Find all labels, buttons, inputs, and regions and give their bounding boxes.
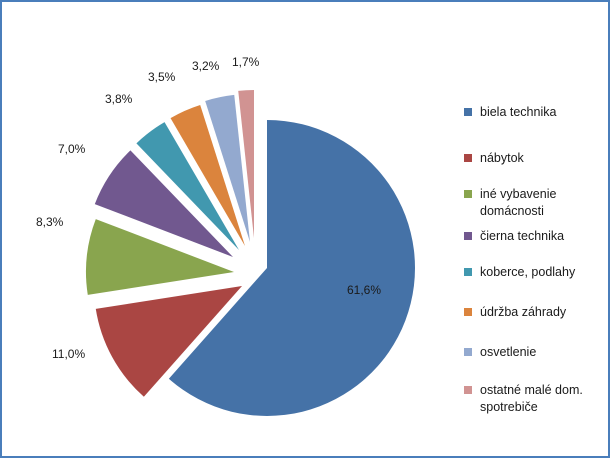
pie-slice xyxy=(136,122,239,250)
pie-slice xyxy=(205,94,250,242)
pie-slice xyxy=(85,219,234,295)
legend-swatch xyxy=(464,348,472,356)
legend-label: osvetlenie xyxy=(480,345,537,359)
legend-swatch xyxy=(464,108,472,116)
legend-label: koberce, podlahy xyxy=(480,265,576,279)
pie-slice xyxy=(238,90,254,238)
data-label: 3,8% xyxy=(105,92,133,106)
legend-swatch xyxy=(464,308,472,316)
legend-swatch xyxy=(464,232,472,240)
legend-label: údržba záhrady xyxy=(480,305,567,319)
pie-slice xyxy=(94,150,233,257)
data-label: 3,5% xyxy=(148,70,176,84)
legend-swatch xyxy=(464,190,472,198)
data-label: 8,3% xyxy=(36,215,64,229)
legend-label: ostatné malé dom. spotrebiče xyxy=(480,383,583,414)
legend-label: iné vybavenie domácnosti xyxy=(480,187,557,218)
data-label: 7,0% xyxy=(58,142,86,156)
legend-label: biela technika xyxy=(480,105,557,119)
pie-slice xyxy=(168,120,416,416)
legend-swatch xyxy=(464,154,472,162)
data-label: 1,7% xyxy=(232,55,260,69)
legend-swatch xyxy=(464,268,472,276)
data-label: 11,0% xyxy=(52,347,85,361)
data-label: 3,2% xyxy=(192,59,220,73)
legend-swatch xyxy=(464,386,472,394)
pie-slice xyxy=(170,104,245,246)
legend-label: nábytok xyxy=(480,151,524,165)
data-label: 61,6% xyxy=(347,283,381,297)
pie-slice xyxy=(95,286,242,397)
legend-label: čierna technika xyxy=(480,229,565,243)
